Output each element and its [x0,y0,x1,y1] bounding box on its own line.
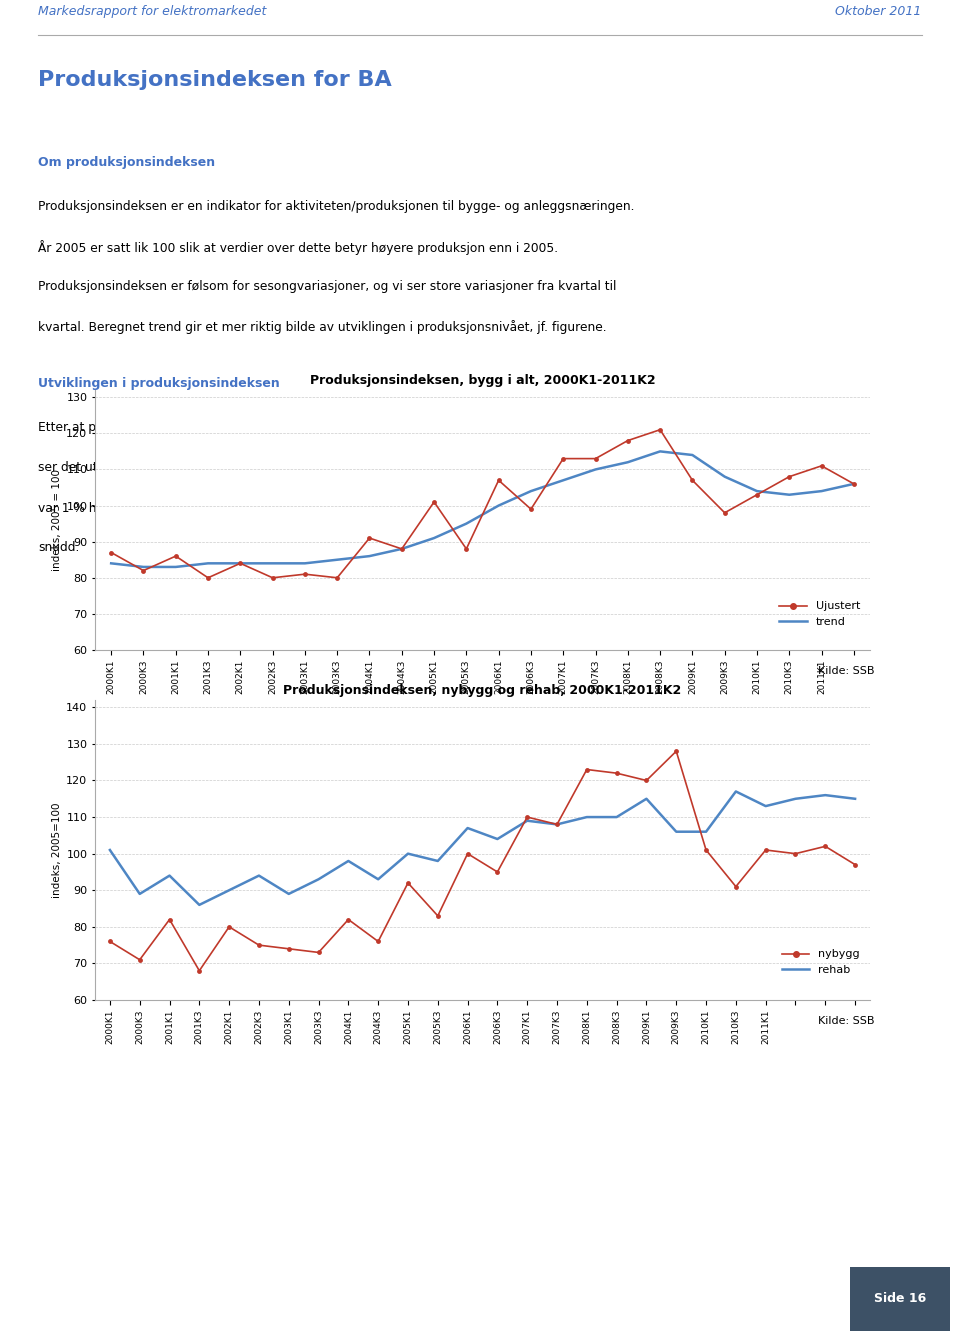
Text: Om produksjonsindeksen: Om produksjonsindeksen [38,157,216,169]
Text: Utgitt i samarbeid med Prognosesenteret AS, Sjølyst plass 4,: Utgitt i samarbeid med Prognosesenteret … [239,1281,644,1292]
Text: Oktober 2011: Oktober 2011 [835,5,922,17]
Text: Produksjonsindeksen er en indikator for aktiviteten/produksjonen til bygge- og a: Produksjonsindeksen er en indikator for … [38,200,635,213]
Text: Etter at produksjonsindeksen for bygg i alt har vist en svakt fallende tendens f: Etter at produksjonsindeksen for bygg i … [38,420,635,434]
Y-axis label: indeks, 2005 = 100: indeks, 2005 = 100 [52,469,62,570]
Text: Side 16: Side 16 [875,1292,926,1306]
Text: Produksjonsindeksen er følsom for sesongvariasjoner, og vi ser store variasjoner: Produksjonsindeksen er følsom for sesong… [38,280,616,293]
Legend: nybygg, rehab: nybygg, rehab [778,945,864,979]
Text: snudd.: snudd. [38,541,80,554]
Text: Kilde: SSB: Kilde: SSB [818,1016,875,1026]
Text: 0278 Oslo. Tlf: 24 11 58 80, e-post: ps@prognosesenteret.no: 0278 Oslo. Tlf: 24 11 58 80, e-post: ps@… [243,1312,640,1322]
Text: ser det ut til at trenden har snudd. Statistikken for 2. kvartal 2011 viser at p: ser det ut til at trenden har snudd. Sta… [38,461,629,474]
FancyBboxPatch shape [850,1267,950,1331]
Text: Utviklingen i produksjonsindeksen: Utviklingen i produksjonsindeksen [38,378,280,390]
Title: Produksjonsindeksen, bygg i alt, 2000K1-2011K2: Produksjonsindeksen, bygg i alt, 2000K1-… [310,375,656,387]
Text: Kilde: SSB: Kilde: SSB [818,665,875,676]
Y-axis label: indeks, 2005=100: indeks, 2005=100 [52,802,62,897]
Legend: Ujustert, trend: Ujustert, trend [775,597,864,632]
Text: var 1 % høyere enn samme kvartal året før, dessuten viser trendberegningene at t: var 1 % høyere enn samme kvartal året fø… [38,501,615,514]
Title: Produksjonsindeksen, nybygg og rehab, 2000K1-2011K2: Produksjonsindeksen, nybygg og rehab, 20… [283,684,682,698]
Text: Markedsrapport for elektromarkedet: Markedsrapport for elektromarkedet [38,5,267,17]
Text: Produksjonsindeksen for BA: Produksjonsindeksen for BA [38,70,392,90]
Text: kvartal. Beregnet trend gir et mer riktig bilde av utviklingen i produksjonsnivå: kvartal. Beregnet trend gir et mer rikti… [38,320,607,333]
Text: År 2005 er satt lik 100 slik at verdier over dette betyr høyere produksjon enn i: År 2005 er satt lik 100 slik at verdier … [38,240,559,254]
